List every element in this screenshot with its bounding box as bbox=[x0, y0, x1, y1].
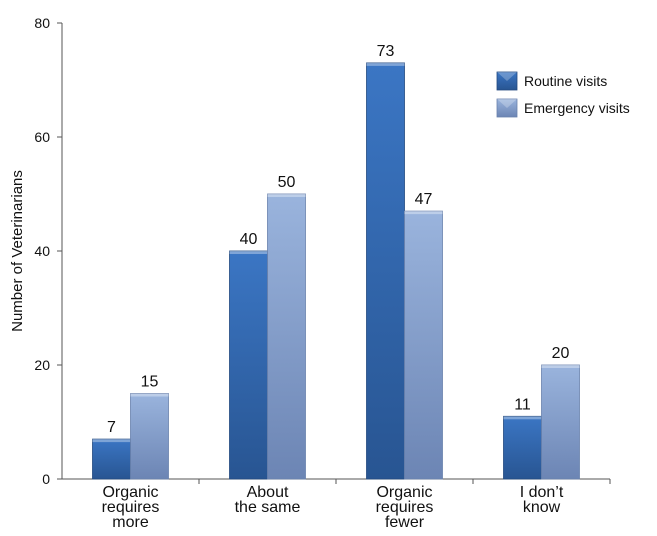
data-label-emergency-0: 15 bbox=[141, 374, 159, 391]
legend-swatch-shine bbox=[497, 72, 517, 81]
y-tick-label: 0 bbox=[42, 471, 50, 487]
bar-routine-2 bbox=[366, 62, 405, 480]
data-label-emergency-2: 47 bbox=[415, 191, 433, 208]
bar-highlight bbox=[267, 194, 306, 197]
x-tick-label: requires bbox=[376, 499, 434, 516]
y-tick-label: 20 bbox=[34, 357, 50, 373]
legend: Routine visits Emergency visits bbox=[496, 71, 630, 118]
bar-routine-1 bbox=[229, 250, 268, 480]
bar-emergency-1 bbox=[267, 193, 306, 480]
y-tick-label: 40 bbox=[34, 243, 50, 259]
bar-emergency-2 bbox=[404, 210, 443, 480]
data-label-routine-1: 40 bbox=[240, 231, 258, 248]
x-tick-label: more bbox=[112, 514, 149, 531]
bars bbox=[92, 62, 580, 480]
bar-emergency-3 bbox=[541, 364, 580, 480]
x-tick-label: the same bbox=[235, 499, 301, 516]
data-label-emergency-1: 50 bbox=[278, 174, 296, 191]
bar-highlight bbox=[130, 393, 169, 397]
bar-routine-3 bbox=[503, 415, 542, 480]
x-tick-label: requires bbox=[102, 499, 160, 516]
y-tick-label: 60 bbox=[34, 129, 50, 145]
x-tick-label: Organic bbox=[102, 484, 158, 501]
x-tick-label: fewer bbox=[385, 514, 425, 531]
legend-label-routine: Routine visits bbox=[524, 73, 607, 89]
bar-highlight bbox=[366, 62, 405, 66]
bar-highlight bbox=[404, 211, 443, 215]
y-axis-title: Number of Veterinarians bbox=[9, 170, 26, 332]
bar-highlight bbox=[92, 439, 131, 443]
y-tick-label: 80 bbox=[34, 15, 50, 31]
data-label-emergency-3: 20 bbox=[552, 345, 570, 362]
bar-emergency-0 bbox=[130, 393, 169, 480]
data-label-routine-3: 11 bbox=[514, 396, 531, 413]
data-label-routine-0: 7 bbox=[107, 419, 116, 436]
x-tick-label: Organic bbox=[376, 484, 432, 501]
legend-swatch-emergency bbox=[496, 98, 518, 118]
labels: 0 20 40 60 80 Number of Veterinarians 7 15 Organ… bbox=[9, 15, 570, 531]
bar-highlight bbox=[229, 251, 268, 254]
bar-highlight bbox=[503, 416, 542, 420]
legend-swatch-routine bbox=[496, 71, 518, 91]
bar-highlight bbox=[541, 365, 580, 368]
legend-swatch-shine bbox=[497, 99, 517, 108]
data-label-routine-2: 73 bbox=[377, 43, 395, 60]
x-tick-label: About bbox=[247, 484, 289, 501]
x-tick-label: know bbox=[523, 499, 561, 516]
x-tick-label: I don’t bbox=[520, 484, 564, 501]
legend-label-emergency: Emergency visits bbox=[524, 100, 630, 116]
bar-routine-0 bbox=[92, 438, 131, 480]
